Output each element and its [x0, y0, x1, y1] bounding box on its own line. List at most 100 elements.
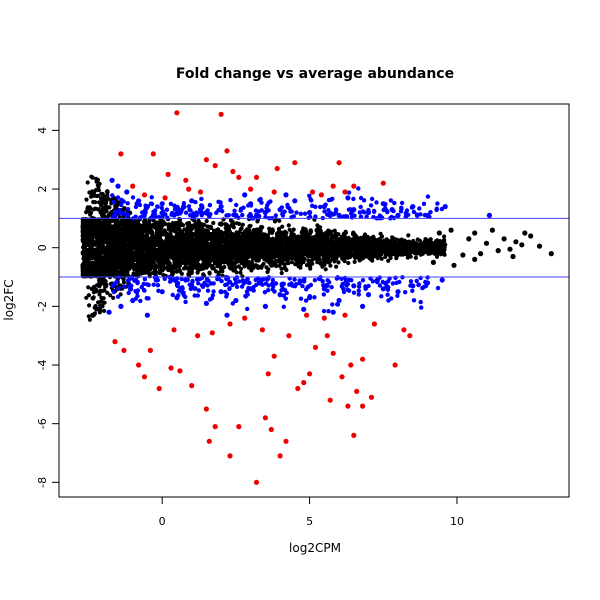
data-point	[168, 365, 174, 371]
data-point	[277, 292, 283, 298]
data-point	[112, 339, 118, 345]
data-point	[507, 246, 513, 252]
data-point	[236, 174, 242, 180]
data-point	[259, 327, 265, 333]
data-point	[365, 209, 372, 216]
data-point	[177, 368, 183, 374]
data-point	[312, 344, 319, 350]
data-point	[472, 256, 478, 262]
data-point	[277, 207, 283, 213]
data-point	[424, 280, 431, 286]
data-point	[389, 207, 395, 213]
data-point	[189, 383, 195, 389]
data-point	[410, 204, 416, 210]
data-point	[130, 183, 136, 189]
data-point	[230, 168, 236, 175]
data-point	[233, 212, 239, 218]
series-1	[106, 177, 492, 318]
y-tick-label: 2	[36, 186, 49, 193]
data-point	[121, 347, 127, 353]
data-point	[227, 453, 233, 459]
data-point	[395, 212, 401, 218]
data-point	[141, 192, 148, 198]
data-point	[318, 192, 324, 198]
data-point	[130, 297, 136, 304]
data-point	[165, 171, 171, 177]
data-point	[368, 394, 375, 400]
data-point	[292, 198, 298, 204]
data-point	[189, 198, 195, 204]
data-point	[197, 189, 204, 195]
data-point	[307, 371, 313, 377]
point-cloud-moderate	[110, 186, 445, 314]
data-point	[395, 289, 401, 295]
data-point	[162, 195, 168, 201]
data-point	[483, 240, 490, 246]
data-point	[351, 283, 357, 289]
data-point	[371, 321, 377, 327]
data-point	[439, 277, 445, 283]
data-point	[203, 300, 209, 306]
data-point	[292, 283, 298, 289]
chart-title: Fold change vs average abundance	[176, 66, 454, 82]
data-point	[351, 183, 357, 189]
data-point	[277, 453, 283, 459]
y-tick-label: -4	[36, 360, 49, 371]
x-tick-label: 10	[450, 515, 464, 528]
data-point	[304, 312, 310, 318]
data-point	[183, 277, 189, 283]
data-point	[115, 183, 121, 189]
data-point	[301, 380, 307, 386]
data-point	[321, 204, 327, 210]
data-point	[430, 259, 436, 265]
data-point	[374, 277, 380, 283]
x-tick-label: 5	[306, 515, 313, 528]
data-point	[118, 303, 124, 309]
data-point	[218, 289, 224, 295]
data-point	[324, 333, 330, 339]
data-point	[401, 327, 407, 333]
data-point	[118, 151, 124, 157]
data-point	[295, 385, 301, 392]
data-point	[197, 207, 204, 213]
data-point	[268, 426, 274, 433]
data-point	[486, 212, 492, 218]
data-point	[106, 309, 112, 315]
data-point	[301, 306, 307, 312]
data-point	[203, 406, 209, 412]
data-point	[354, 388, 360, 394]
y-tick-label: 0	[36, 244, 49, 251]
threshold-lines	[59, 217, 569, 278]
data-point	[495, 248, 501, 254]
data-point	[136, 362, 142, 368]
data-point	[307, 209, 313, 216]
data-point	[321, 286, 327, 292]
data-point	[292, 160, 298, 166]
data-point	[212, 424, 218, 430]
data-point	[283, 438, 289, 444]
data-point	[203, 209, 209, 216]
data-point	[186, 186, 192, 192]
data-point	[242, 315, 248, 321]
data-point	[342, 189, 348, 195]
data-point	[380, 180, 386, 186]
data-point	[351, 207, 357, 213]
data-point	[253, 212, 260, 218]
data-point	[380, 286, 386, 292]
data-point	[451, 262, 457, 268]
data-point	[321, 315, 327, 321]
data-point	[448, 227, 454, 233]
data-point	[174, 295, 180, 301]
data-point	[472, 230, 478, 236]
data-point	[248, 286, 254, 292]
data-point	[212, 163, 218, 169]
data-point	[528, 233, 534, 239]
data-point	[159, 289, 165, 295]
data-point	[286, 333, 292, 339]
data-point	[271, 189, 277, 195]
data-point	[309, 189, 316, 195]
data-point	[262, 303, 268, 309]
data-point	[283, 192, 289, 198]
data-point	[360, 303, 366, 309]
points-layer	[80, 110, 554, 485]
